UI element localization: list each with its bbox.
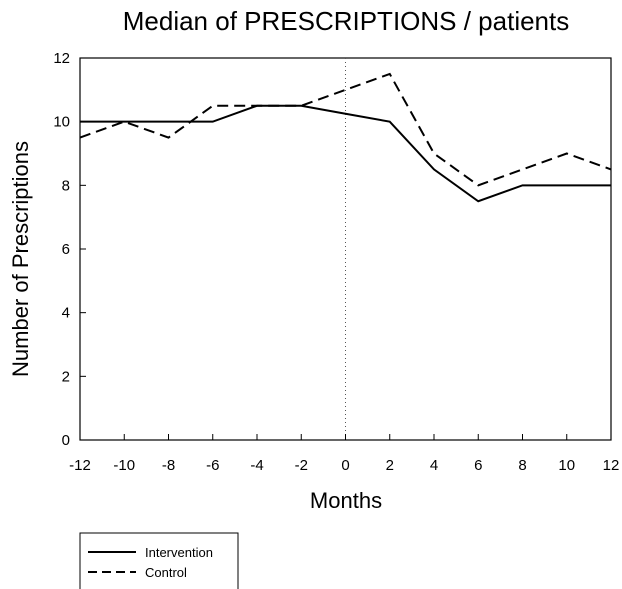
y-axis-label: Number of Prescriptions [8,141,33,377]
y-tick-label: 8 [62,177,70,194]
x-tick-label: -8 [162,457,175,474]
legend-label-control: Control [145,565,187,580]
legend: Intervention Control [79,532,239,589]
x-axis-label: Months [310,488,382,513]
legend-label-intervention: Intervention [145,545,213,560]
chart-title: Median of PRESCRIPTIONS / patients [123,6,570,36]
x-tick-label: 12 [603,457,620,474]
y-tick-label: 0 [62,432,70,449]
series-lines [79,72,612,203]
series-line-intervention [80,104,611,203]
x-tick-label: 4 [430,457,438,474]
x-tick-label: 2 [386,457,394,474]
x-tick-label: 8 [518,457,526,474]
y-axis: 0 2 4 6 8 10 12 [53,50,86,449]
y-tick-label: 12 [53,50,70,67]
x-tick-label: -6 [206,457,219,474]
x-tick-label: -10 [113,457,135,474]
y-tick-label: 4 [62,305,70,322]
x-tick-label: -2 [295,457,308,474]
x-tick-label: 6 [474,457,482,474]
y-tick-label: 2 [62,368,70,385]
y-tick-label: 10 [53,114,70,131]
x-tick-label: -4 [250,457,263,474]
x-axis: -12 -10 -8 -6 -4 -2 0 2 4 6 8 10 12 [69,434,619,474]
y-tick-label: 6 [62,241,70,258]
series-line-control [79,72,612,187]
legend-box [79,532,239,589]
x-tick-label: 0 [341,457,349,474]
x-tick-label: -12 [69,457,91,474]
x-tick-label: 10 [558,457,575,474]
